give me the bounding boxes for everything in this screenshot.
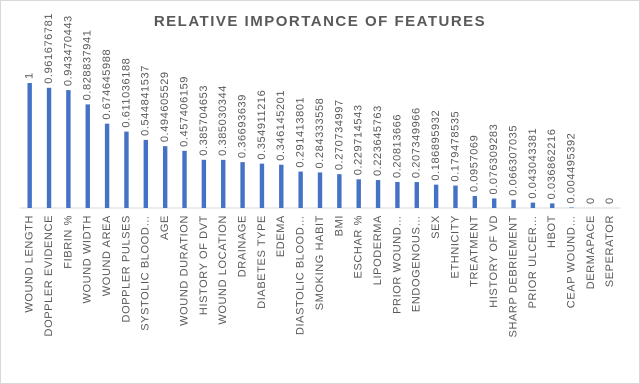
bar xyxy=(259,163,265,208)
bar xyxy=(414,182,419,208)
bar xyxy=(27,83,32,208)
x-tick-label: SEPERATOR xyxy=(604,215,616,287)
x-tick-label: SYSTOLIC BLOOD… xyxy=(140,215,152,331)
x-tick-label: ESCHAR % xyxy=(353,215,365,278)
value-label: 0.043043381 xyxy=(527,128,539,199)
bar xyxy=(182,150,187,208)
x-tick-label: BMI xyxy=(333,215,345,236)
value-label: 0.494605529 xyxy=(159,71,171,142)
x-tick-label: HBOT xyxy=(546,215,558,248)
bar xyxy=(453,185,458,208)
value-label: 0.179478535 xyxy=(449,111,461,182)
x-tick-label: DOPPLER PULSES xyxy=(120,215,132,322)
bar xyxy=(66,90,71,208)
bar xyxy=(550,203,555,208)
x-tick-label: EDEMA xyxy=(275,215,287,257)
value-label: 0.385030344 xyxy=(217,85,229,156)
value-label: 0.346145201 xyxy=(275,90,287,161)
bar xyxy=(46,87,52,208)
bar xyxy=(395,181,400,208)
x-tick-label: TREATMENT xyxy=(469,215,481,287)
bar xyxy=(162,146,168,208)
x-tick-label: DERMAPACE xyxy=(585,215,597,289)
x-tick-label: LIPODERMA xyxy=(372,215,384,285)
x-tick-label: HISTORY OF DVT xyxy=(198,215,210,315)
bar xyxy=(221,159,226,208)
x-tick-label: DRAINAGE xyxy=(236,215,248,277)
value-label: 0.828837941 xyxy=(82,30,94,101)
x-tick-label: ETHNICITY xyxy=(449,215,461,279)
value-label: 0.291413801 xyxy=(295,97,307,168)
value-label: 0.186895932 xyxy=(430,110,442,181)
x-tick-label: WOUND WIDTH xyxy=(82,215,94,303)
bar xyxy=(356,179,361,208)
value-label: 0.207349966 xyxy=(411,107,423,178)
value-label: 0.943470443 xyxy=(62,15,74,86)
value-label: 0.076309283 xyxy=(488,124,500,195)
bar xyxy=(433,184,439,208)
x-tick-label: WOUND LOCATION xyxy=(217,215,229,325)
value-label: 0.674645988 xyxy=(101,49,113,120)
bar xyxy=(491,198,497,208)
value-label: 0.36693639 xyxy=(236,94,248,158)
bar xyxy=(298,171,303,208)
value-label: 0 xyxy=(604,197,616,204)
x-tick-label: WOUND AREA xyxy=(101,215,113,296)
value-label: 0.611036188 xyxy=(120,58,132,128)
value-label: 0.457406159 xyxy=(178,76,190,147)
bar xyxy=(85,104,90,208)
bar xyxy=(337,174,342,208)
x-tick-label: WOUND DURATION xyxy=(178,215,190,326)
x-tick-label: SMOKING HABIT xyxy=(314,215,326,310)
x-tick-label: DIASTOLIC BLOOD… xyxy=(295,215,307,335)
x-tick-label: PRIOR ULCER… xyxy=(527,215,539,308)
x-tick-label: DIABETES TYPE xyxy=(256,215,268,309)
bar xyxy=(530,202,536,208)
x-tick-label: AGE xyxy=(159,215,171,240)
value-label: 0.066307035 xyxy=(507,125,519,196)
value-label: 0.20813666 xyxy=(391,114,403,178)
x-tick-label: FIBRIN % xyxy=(62,215,74,269)
bar xyxy=(240,162,245,208)
value-label: 0.270734997 xyxy=(333,99,345,170)
value-label: 0.284333558 xyxy=(314,98,326,169)
x-tick-label: WOUND LENGTH xyxy=(24,215,36,313)
value-label: 0.229714543 xyxy=(353,104,365,175)
bar xyxy=(279,164,284,208)
value-label: 1 xyxy=(24,72,36,79)
bar xyxy=(143,139,149,208)
bar xyxy=(511,199,516,208)
chart-title: RELATIVE IMPORTANCE OF FEATURES xyxy=(154,13,486,30)
value-label: 0 xyxy=(585,197,597,204)
value-label: 0.544841537 xyxy=(140,65,152,136)
value-label: 0.385704653 xyxy=(198,85,210,156)
x-tick-label: PRIOR WOUND… xyxy=(391,215,403,314)
value-label: 0.961676781 xyxy=(43,13,55,84)
bar xyxy=(317,172,323,208)
value-label: 0.0957069 xyxy=(469,135,481,192)
x-tick-label: HISTORY OF VD xyxy=(488,215,500,308)
bar xyxy=(201,159,207,208)
bar xyxy=(472,196,478,208)
bar xyxy=(375,180,381,208)
x-tick-label: SHARP DEBRIEMENT xyxy=(507,215,519,337)
bar xyxy=(104,123,110,208)
x-tick-label: CEAP WOUND… xyxy=(566,215,578,308)
bar xyxy=(569,207,574,208)
x-tick-label: DOPPLER EVIDENCE xyxy=(43,215,55,336)
x-tick-label: ENDOGENOUS… xyxy=(411,215,423,312)
value-label: 0.036862216 xyxy=(546,129,558,200)
value-label: 0.004495392 xyxy=(566,133,578,204)
value-label: 0.223645763 xyxy=(372,105,384,176)
x-tick-label: SEX xyxy=(430,215,442,239)
bar xyxy=(124,131,129,208)
value-label: 0.354911216 xyxy=(256,90,268,160)
